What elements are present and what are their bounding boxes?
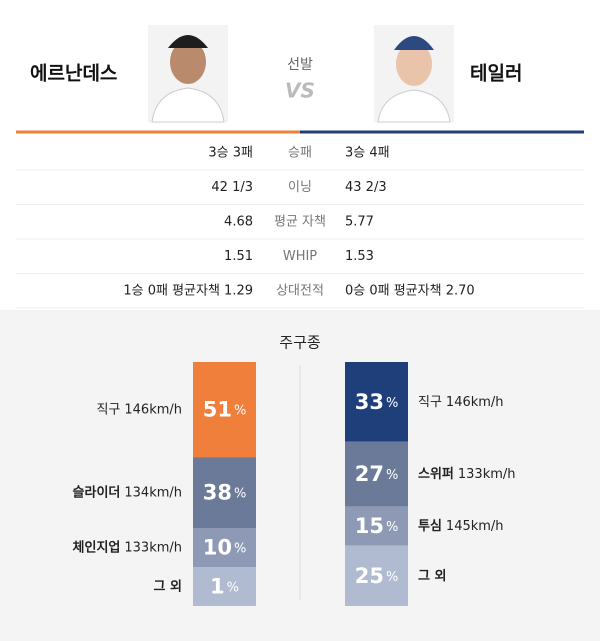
stat-left: 1승 0패 평균자책 1.29 xyxy=(123,284,253,299)
percent-sign: % xyxy=(386,395,398,410)
pitch-bar xyxy=(345,441,408,507)
stat-label: 평균 자책 xyxy=(274,215,326,230)
pitch-speed: 133km/h xyxy=(458,467,516,482)
pitch-bar xyxy=(345,362,408,442)
percent-sign: % xyxy=(386,569,398,584)
pitch-speed: 134km/h xyxy=(124,485,182,500)
stat-label: 상대전적 xyxy=(276,284,324,299)
percent-number: 15 xyxy=(355,514,384,538)
pitch-title: 주구종 xyxy=(279,334,320,352)
pitch-label: 슬라이더 134km/h xyxy=(73,484,182,500)
pitch-bar xyxy=(193,528,256,567)
pitch-percent: 33% xyxy=(355,390,399,414)
pitch-percent: 15% xyxy=(355,514,399,538)
stat-right: 5.77 xyxy=(345,215,374,230)
pitch-speed: 146km/h xyxy=(124,402,182,417)
pitch-bar xyxy=(345,506,408,546)
left-pitcher-name: 에르난데스 xyxy=(30,63,117,85)
percent-number: 38 xyxy=(203,481,232,505)
pitch-name: 그 외 xyxy=(418,567,446,583)
stat-right: 3승 4패 xyxy=(345,146,390,161)
pitch-percent: 38% xyxy=(203,481,247,505)
pitch-percent: 27% xyxy=(355,462,399,486)
caption: 선발 xyxy=(287,57,313,73)
stat-label: WHIP xyxy=(283,249,317,264)
pitch-bar xyxy=(193,567,256,606)
pitch-percent: 10% xyxy=(203,536,247,560)
pitch-label: 투심 145km/h xyxy=(418,518,504,534)
stat-label: 이닝 xyxy=(288,180,312,195)
pitch-label: 그 외 xyxy=(418,567,446,583)
stat-left: 42 1/3 xyxy=(211,180,253,195)
stat-right: 1.53 xyxy=(345,249,374,264)
percent-sign: % xyxy=(234,541,246,556)
pitch-percent: 25% xyxy=(355,564,399,588)
pitch-percent: 1% xyxy=(210,575,239,599)
pitch-name: 투심 xyxy=(418,518,442,534)
pitch-label: 직구 146km/h xyxy=(96,402,182,417)
pitch-speed: 133km/h xyxy=(124,540,182,555)
right-pitcher-name: 테일러 xyxy=(470,63,522,85)
stat-left: 1.51 xyxy=(224,249,253,264)
pitch-name: 슬라이더 xyxy=(73,484,121,500)
pitch-speed: 145km/h xyxy=(446,519,504,534)
percent-sign: % xyxy=(386,468,398,483)
percent-number: 27 xyxy=(355,462,384,486)
stat-right: 0승 0패 평균자책 2.70 xyxy=(345,284,475,299)
pitch-label: 스위퍼 133km/h xyxy=(418,467,516,482)
pitch-label: 체인지업 133km/h xyxy=(73,539,182,555)
percent-number: 1 xyxy=(210,575,225,599)
pitch-bar xyxy=(345,545,408,606)
pitch-bar xyxy=(193,457,256,528)
stat-right: 43 2/3 xyxy=(345,180,387,195)
vs: VS xyxy=(285,79,315,103)
percent-sign: % xyxy=(227,580,239,595)
pitch-percent: 51% xyxy=(203,398,247,422)
pitch-name: 체인지업 xyxy=(73,539,121,555)
pitch-label: 직구 146km/h xyxy=(418,394,504,409)
pitch-label: 그 외 xyxy=(154,578,182,594)
left-photo xyxy=(148,25,228,123)
pitch-name: 그 외 xyxy=(154,578,182,594)
percent-number: 10 xyxy=(203,536,232,560)
stat-left: 4.68 xyxy=(224,215,253,230)
percent-sign: % xyxy=(234,486,246,501)
percent-number: 51 xyxy=(203,398,232,422)
right-photo xyxy=(374,25,454,123)
pitch-name: 직구 xyxy=(96,402,120,417)
pitch-name: 직구 xyxy=(418,394,442,409)
percent-sign: % xyxy=(234,403,246,418)
percent-number: 33 xyxy=(355,390,384,414)
percent-number: 25 xyxy=(355,564,384,588)
pitch-bar xyxy=(193,362,256,458)
stat-label: 승패 xyxy=(288,146,312,161)
pitch-speed: 146km/h xyxy=(446,394,504,409)
percent-sign: % xyxy=(386,520,398,535)
pitch-name: 스위퍼 xyxy=(418,467,454,482)
stat-left: 3승 3패 xyxy=(208,146,253,161)
